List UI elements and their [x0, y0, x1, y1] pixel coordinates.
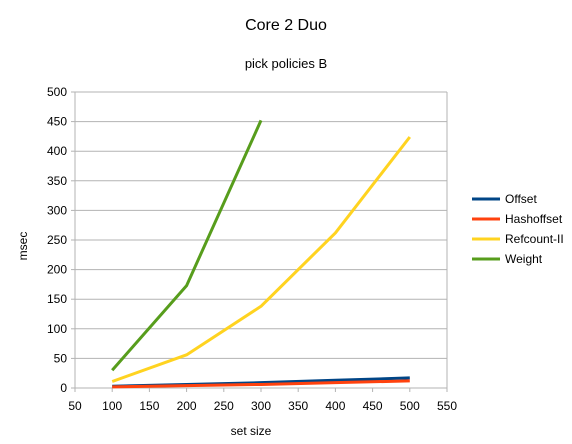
- x-tick-label: 150: [139, 399, 159, 413]
- series-lines: [111, 119, 411, 389]
- x-axis-label: set size: [231, 424, 272, 438]
- x-tick-label: 450: [363, 399, 383, 413]
- y-tick-label: 300: [47, 203, 67, 217]
- legend: Offset Hashoffset Refcount-II Weight: [472, 192, 564, 266]
- x-tick-label: 400: [325, 399, 345, 413]
- chart-title: Core 2 Duo: [245, 17, 327, 34]
- legend-label: Hashoffset: [505, 212, 563, 226]
- y-tick-label: 250: [47, 233, 67, 247]
- legend-label: Refcount-II: [505, 232, 564, 246]
- y-axis-label: msec: [16, 232, 30, 261]
- y-tick-label: 500: [47, 85, 67, 99]
- x-tick-label: 500: [400, 399, 420, 413]
- y-tick-label: 50: [54, 351, 68, 365]
- y-tick-label: 450: [47, 115, 67, 129]
- grid: [75, 91, 447, 389]
- chart-subtitle: pick policies B: [245, 56, 327, 71]
- y-tick-label: 150: [47, 292, 67, 306]
- x-tick-label: 250: [214, 399, 234, 413]
- series-line-refcount-ii: [111, 136, 411, 383]
- y-tick-label: 0: [60, 381, 67, 395]
- y-tick-labels: 0 50 100 150 200 250 300 350 400 450 500: [47, 85, 75, 395]
- legend-label: Weight: [505, 252, 543, 266]
- x-tick-label: 300: [251, 399, 271, 413]
- x-tick-label: 200: [177, 399, 197, 413]
- x-tick-label: 550: [437, 399, 457, 413]
- y-tick-label: 200: [47, 263, 67, 277]
- x-tick-label: 350: [288, 399, 308, 413]
- legend-label: Offset: [505, 192, 537, 206]
- series-line-weight: [111, 119, 263, 372]
- series-line-hashoffset: [112, 379, 410, 389]
- y-tick-label: 350: [47, 174, 67, 188]
- y-tick-label: 400: [47, 144, 67, 158]
- y-tick-label: 100: [47, 322, 67, 336]
- x-tick-labels: 50 100 150 200 250 300 350 400 450 500 550: [68, 388, 457, 413]
- x-tick-label: 100: [102, 399, 122, 413]
- x-tick-label: 50: [68, 399, 82, 413]
